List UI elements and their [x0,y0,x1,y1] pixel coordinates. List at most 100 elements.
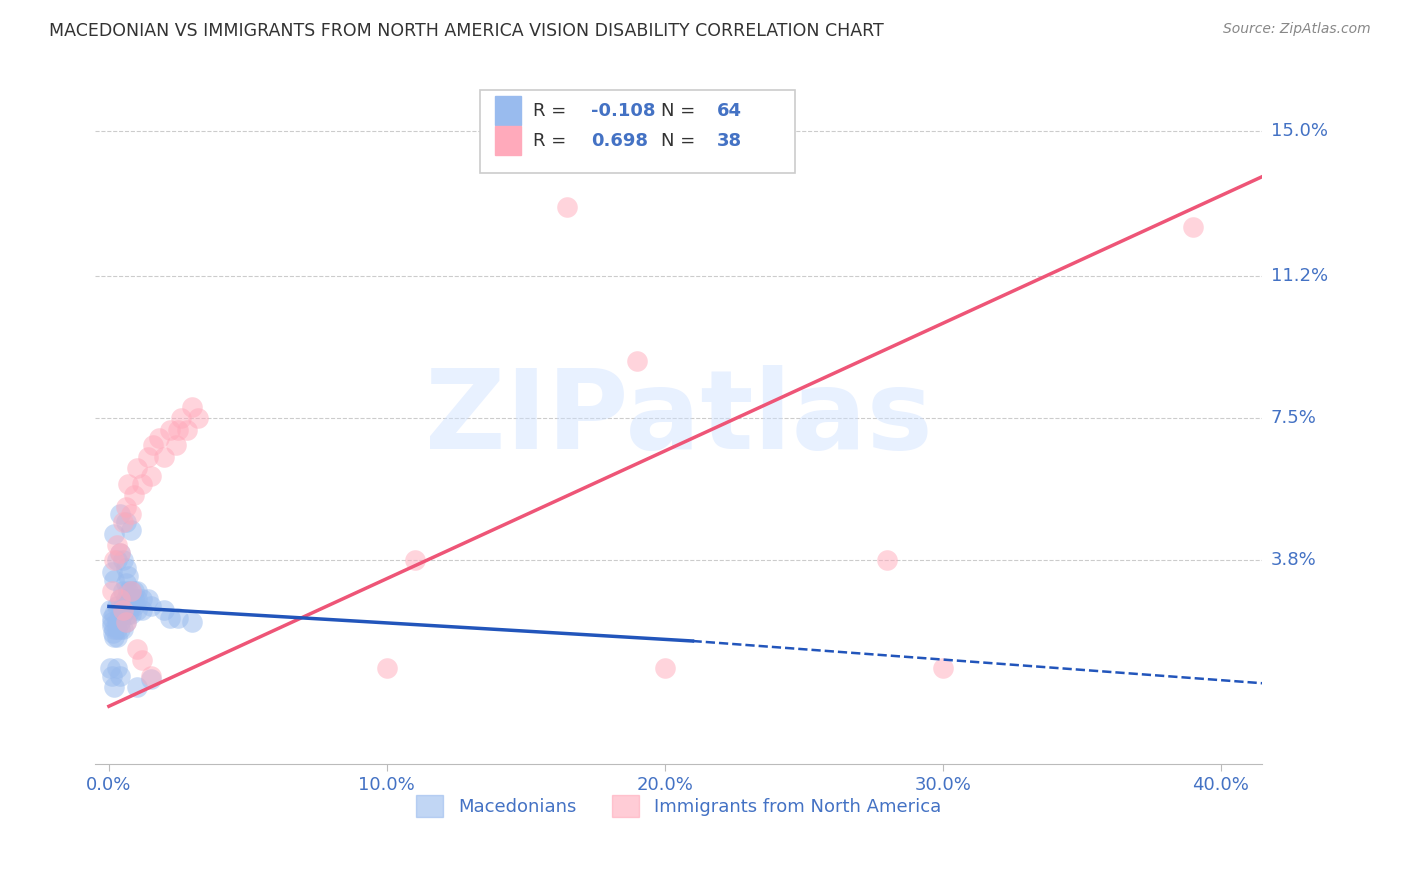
Point [120,591,142,606]
Legend: Macedonians, Immigrants from North America: Macedonians, Immigrants from North Ameri… [409,788,948,824]
Point [187,411,209,425]
Point [125,680,148,694]
Point [120,508,142,522]
Text: -0.108: -0.108 [591,102,655,120]
Point [153,450,176,464]
Point [131,653,153,667]
Text: 0.698: 0.698 [591,132,648,150]
Point [114,500,136,514]
Point [122,599,145,614]
Point [111,603,134,617]
Point [375,661,398,675]
Point [105,623,128,637]
Point [120,584,142,599]
Point [98,661,121,675]
Point [111,584,134,599]
Point [125,591,148,606]
Point [122,584,145,599]
Point [181,615,204,629]
Bar [495,126,522,155]
Point [1181,219,1204,234]
Point [626,354,648,368]
Point [108,546,131,560]
Point [557,200,579,214]
Point [100,615,122,629]
Point [167,611,190,625]
Point [122,488,145,502]
Point [103,623,125,637]
Point [108,508,131,522]
Point [100,565,122,579]
Point [125,584,148,599]
Point [111,607,134,621]
FancyBboxPatch shape [481,90,796,173]
Point [120,523,142,537]
Point [103,630,125,644]
Point [165,438,187,452]
Point [103,607,125,621]
Point [931,661,953,675]
Text: ZIPatlas: ZIPatlas [425,365,932,472]
Point [170,411,193,425]
Point [167,423,190,437]
Point [139,469,162,483]
Point [131,476,153,491]
Point [105,661,128,675]
Point [131,603,153,617]
Point [114,615,136,629]
Point [136,450,159,464]
Point [108,591,131,606]
Point [105,615,128,629]
Point [103,573,125,587]
Point [105,630,128,644]
Point [159,423,181,437]
Point [98,603,121,617]
Point [404,553,426,567]
Point [125,641,148,656]
Point [103,526,125,541]
Point [103,553,125,567]
Point [122,591,145,606]
Point [120,584,142,599]
Point [108,623,131,637]
Text: N =: N = [661,102,702,120]
Text: 38: 38 [717,132,742,150]
Point [117,568,139,582]
Text: 11.2%: 11.2% [1271,268,1327,285]
Point [159,611,181,625]
Point [100,611,122,625]
Text: 15.0%: 15.0% [1271,121,1327,139]
Point [176,423,198,437]
Point [117,476,139,491]
Point [108,668,131,682]
Point [139,599,162,614]
Point [105,553,128,567]
Point [153,603,176,617]
Point [114,615,136,629]
Point [148,431,170,445]
Point [105,538,128,552]
Point [114,576,136,591]
Point [117,599,139,614]
Point [105,599,128,614]
Point [120,607,142,621]
Text: 64: 64 [717,102,742,120]
Point [114,515,136,529]
Text: R =: R = [533,102,572,120]
Point [100,668,122,682]
Point [136,591,159,606]
Point [114,561,136,575]
Text: 7.5%: 7.5% [1271,409,1316,427]
Point [117,584,139,599]
Point [108,546,131,560]
Point [111,599,134,614]
Point [131,591,153,606]
Bar [495,96,522,126]
Point [139,673,162,687]
Point [100,584,122,599]
Point [111,623,134,637]
Text: Source: ZipAtlas.com: Source: ZipAtlas.com [1223,22,1371,37]
Point [111,553,134,567]
Point [108,607,131,621]
Text: N =: N = [661,132,702,150]
